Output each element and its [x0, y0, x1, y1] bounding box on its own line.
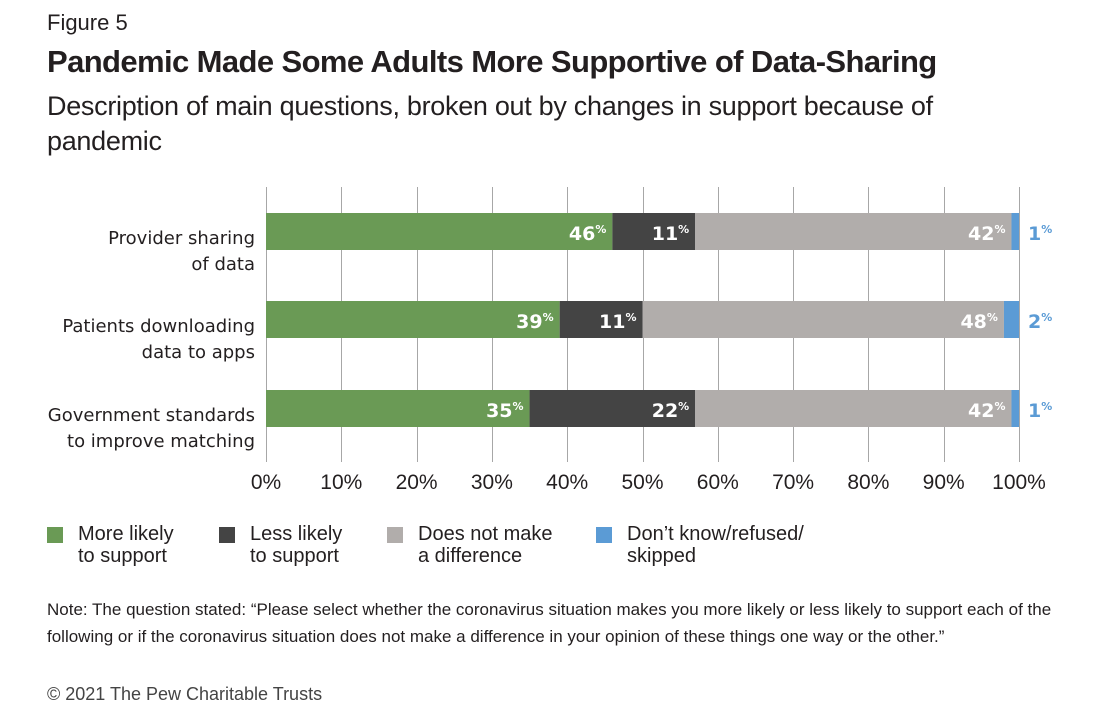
- bar-segment: [266, 213, 613, 250]
- category-labels: Provider sharing of data Patients download…: [48, 228, 255, 452]
- x-tick-label: 0%: [251, 471, 281, 494]
- bar-segment: [266, 301, 560, 338]
- legend-swatch-less-likely: [219, 527, 235, 543]
- legend-swatch-no-difference: [387, 527, 403, 543]
- stacked-bar-chart: 46% 11% 42% 1%39% 11% 48% 2%35% 22% 42% 1% Provid…: [48, 187, 1052, 494]
- bar-segment: [642, 301, 1004, 338]
- legend-label-less-likely: Less likely to support: [250, 523, 343, 567]
- legend-swatch-dont-know: [596, 527, 612, 543]
- category-label: Patients downloading: [62, 316, 255, 337]
- x-tick-label: 50%: [621, 471, 663, 494]
- category-label: to improve matching: [67, 431, 255, 452]
- x-tick-label: 90%: [923, 471, 965, 494]
- copyright: © 2021 The Pew Charitable Trusts: [47, 684, 323, 704]
- category-label: Government standards: [48, 405, 255, 426]
- x-tick-label: 40%: [546, 471, 588, 494]
- bar-segment: [529, 390, 696, 427]
- bar-segment: [559, 301, 643, 338]
- figure-label: Figure 5: [47, 10, 128, 35]
- bar-segment: [695, 390, 1012, 427]
- data-label: 1%: [1028, 223, 1052, 245]
- x-tick-label: 60%: [697, 471, 739, 494]
- data-label: 2%: [1028, 311, 1052, 333]
- x-tick-label: 30%: [471, 471, 513, 494]
- bar-segment: [1011, 213, 1019, 250]
- bar-segment: [1011, 390, 1019, 427]
- data-label: 1%: [1028, 400, 1052, 422]
- bars: 46% 11% 42% 1%39% 11% 48% 2%35% 22% 42% 1%: [266, 213, 1052, 427]
- x-tick-label: 80%: [847, 471, 889, 494]
- legend-label-no-difference: Does not make a difference: [418, 523, 553, 567]
- bar-segment: [266, 390, 530, 427]
- legend-label-dont-know: Don’t know/refused/ skipped: [627, 523, 804, 567]
- legend-swatch-more-likely: [47, 527, 63, 543]
- bar-segment: [695, 213, 1012, 250]
- category-label: of data: [191, 254, 255, 275]
- chart-title: Pandemic Made Some Adults More Supportiv…: [47, 44, 937, 79]
- bar-segment: [612, 213, 696, 250]
- x-tick-label: 20%: [396, 471, 438, 494]
- bar-segment: [1003, 301, 1019, 338]
- chart-subtitle: Description of main questions, broken ou…: [47, 91, 933, 156]
- x-axis-tick-labels: 0% 10% 20% 30% 40% 50% 60% 70% 80% 90% 100%: [251, 471, 1046, 494]
- category-label: data to apps: [142, 342, 255, 363]
- category-label: Provider sharing: [108, 228, 255, 249]
- x-tick-label: 10%: [320, 471, 362, 494]
- x-tick-label: 100%: [992, 471, 1046, 494]
- chart-note: Note: The question stated: “Please selec…: [47, 600, 1052, 646]
- x-tick-label: 70%: [772, 471, 814, 494]
- legend-label-more-likely: More likely to support: [78, 523, 174, 567]
